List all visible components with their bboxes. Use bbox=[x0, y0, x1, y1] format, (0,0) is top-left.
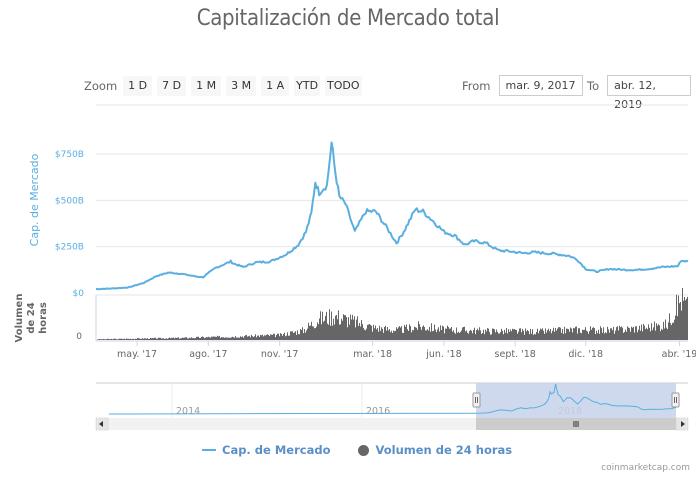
chart-svg: Cap. de Mercado Volumen de 24 horas $0 $2… bbox=[14, 104, 696, 431]
x-axis-labels: may. '17 ago. '17 nov. '17 mar. '18 jun. '18… bbox=[117, 341, 696, 360]
from-label: From bbox=[462, 78, 491, 93]
gridlines bbox=[96, 153, 688, 248]
x-tick-label: jun. '18 bbox=[425, 349, 461, 360]
market-cap-series[interactable] bbox=[95, 141, 689, 291]
from-date-input[interactable]: mar. 9, 2017 bbox=[498, 75, 583, 96]
svg-text:Volumen: Volumen bbox=[14, 294, 25, 343]
scroll-right-arrow-icon bbox=[681, 421, 685, 427]
y-tick-label: $0 bbox=[73, 289, 85, 299]
volume-zero-label: 0 bbox=[76, 332, 82, 342]
navigator-selected-mask[interactable] bbox=[476, 383, 676, 418]
range-input-from: From mar. 9, 2017 bbox=[462, 75, 583, 96]
zoom-1m-button[interactable]: 1 M bbox=[191, 76, 222, 96]
zoom-1d-button[interactable]: 1 D bbox=[123, 76, 153, 96]
volume-axis-title: Volumen de 24 horas bbox=[14, 294, 49, 343]
zoom-all-button[interactable]: TODO bbox=[325, 76, 362, 96]
legend-item-market-cap[interactable]: Cap. de Mercado bbox=[202, 443, 330, 457]
navigator-tick-label: 2014 bbox=[176, 406, 200, 417]
zoom-7d-button[interactable]: 7 D bbox=[157, 76, 187, 96]
navigator-handle-right[interactable] bbox=[671, 392, 680, 408]
x-tick-label: mar. '18 bbox=[353, 349, 392, 360]
svg-text:de 24: de 24 bbox=[26, 302, 37, 333]
y-axis-title: Cap. de Mercado bbox=[28, 153, 41, 246]
zoom-3m-button[interactable]: 3 M bbox=[226, 76, 257, 96]
legend: Cap. de Mercado Volumen de 24 horas bbox=[202, 443, 540, 457]
credits-link[interactable]: coinmarketcap.com bbox=[601, 463, 690, 473]
scrollbar[interactable] bbox=[95, 417, 689, 431]
circle-symbol-icon bbox=[358, 444, 370, 456]
x-tick-label: may. '17 bbox=[117, 349, 157, 360]
navigator[interactable]: 201420162018 bbox=[96, 382, 688, 418]
chart-title: Capitalización de Mercado total bbox=[196, 6, 500, 31]
y-tick-label: $750B bbox=[55, 150, 84, 160]
x-tick-label: nov. '17 bbox=[261, 349, 298, 360]
x-tick-label: ago. '17 bbox=[189, 349, 227, 360]
y-tick-label: $250B bbox=[55, 243, 84, 253]
legend-item-volume[interactable]: Volumen de 24 horas bbox=[358, 443, 512, 457]
zoom-label: Zoom bbox=[84, 79, 118, 93]
zoom-1a-button[interactable]: 1 A bbox=[261, 76, 290, 96]
x-tick-label: abr. '19 bbox=[662, 349, 696, 360]
y-tick-label: $500B bbox=[55, 196, 84, 206]
to-label: To bbox=[587, 78, 600, 93]
y-axis-labels: $0 $250B $500B $750B bbox=[55, 150, 84, 299]
scrollbar-grip-icon bbox=[573, 421, 579, 427]
range-selector: Zoom 1 D 7 D 1 M 3 M 1 A YTD TODO bbox=[84, 76, 367, 96]
legend-label: Volumen de 24 horas bbox=[375, 443, 513, 457]
zoom-ytd-button[interactable]: YTD bbox=[294, 76, 321, 96]
legend-label: Cap. de Mercado bbox=[222, 443, 331, 457]
navigator-series bbox=[108, 383, 677, 415]
x-tick-label: sept. '18 bbox=[495, 349, 536, 360]
x-tick-label: dic. '18 bbox=[568, 349, 603, 360]
navigator-tick-label: 2016 bbox=[366, 406, 390, 417]
svg-text:horas: horas bbox=[38, 302, 49, 334]
navigator-handle-left[interactable] bbox=[472, 392, 481, 408]
scroll-left-arrow-icon bbox=[99, 421, 103, 427]
volume-series[interactable] bbox=[97, 288, 688, 340]
line-symbol-icon bbox=[202, 449, 216, 451]
